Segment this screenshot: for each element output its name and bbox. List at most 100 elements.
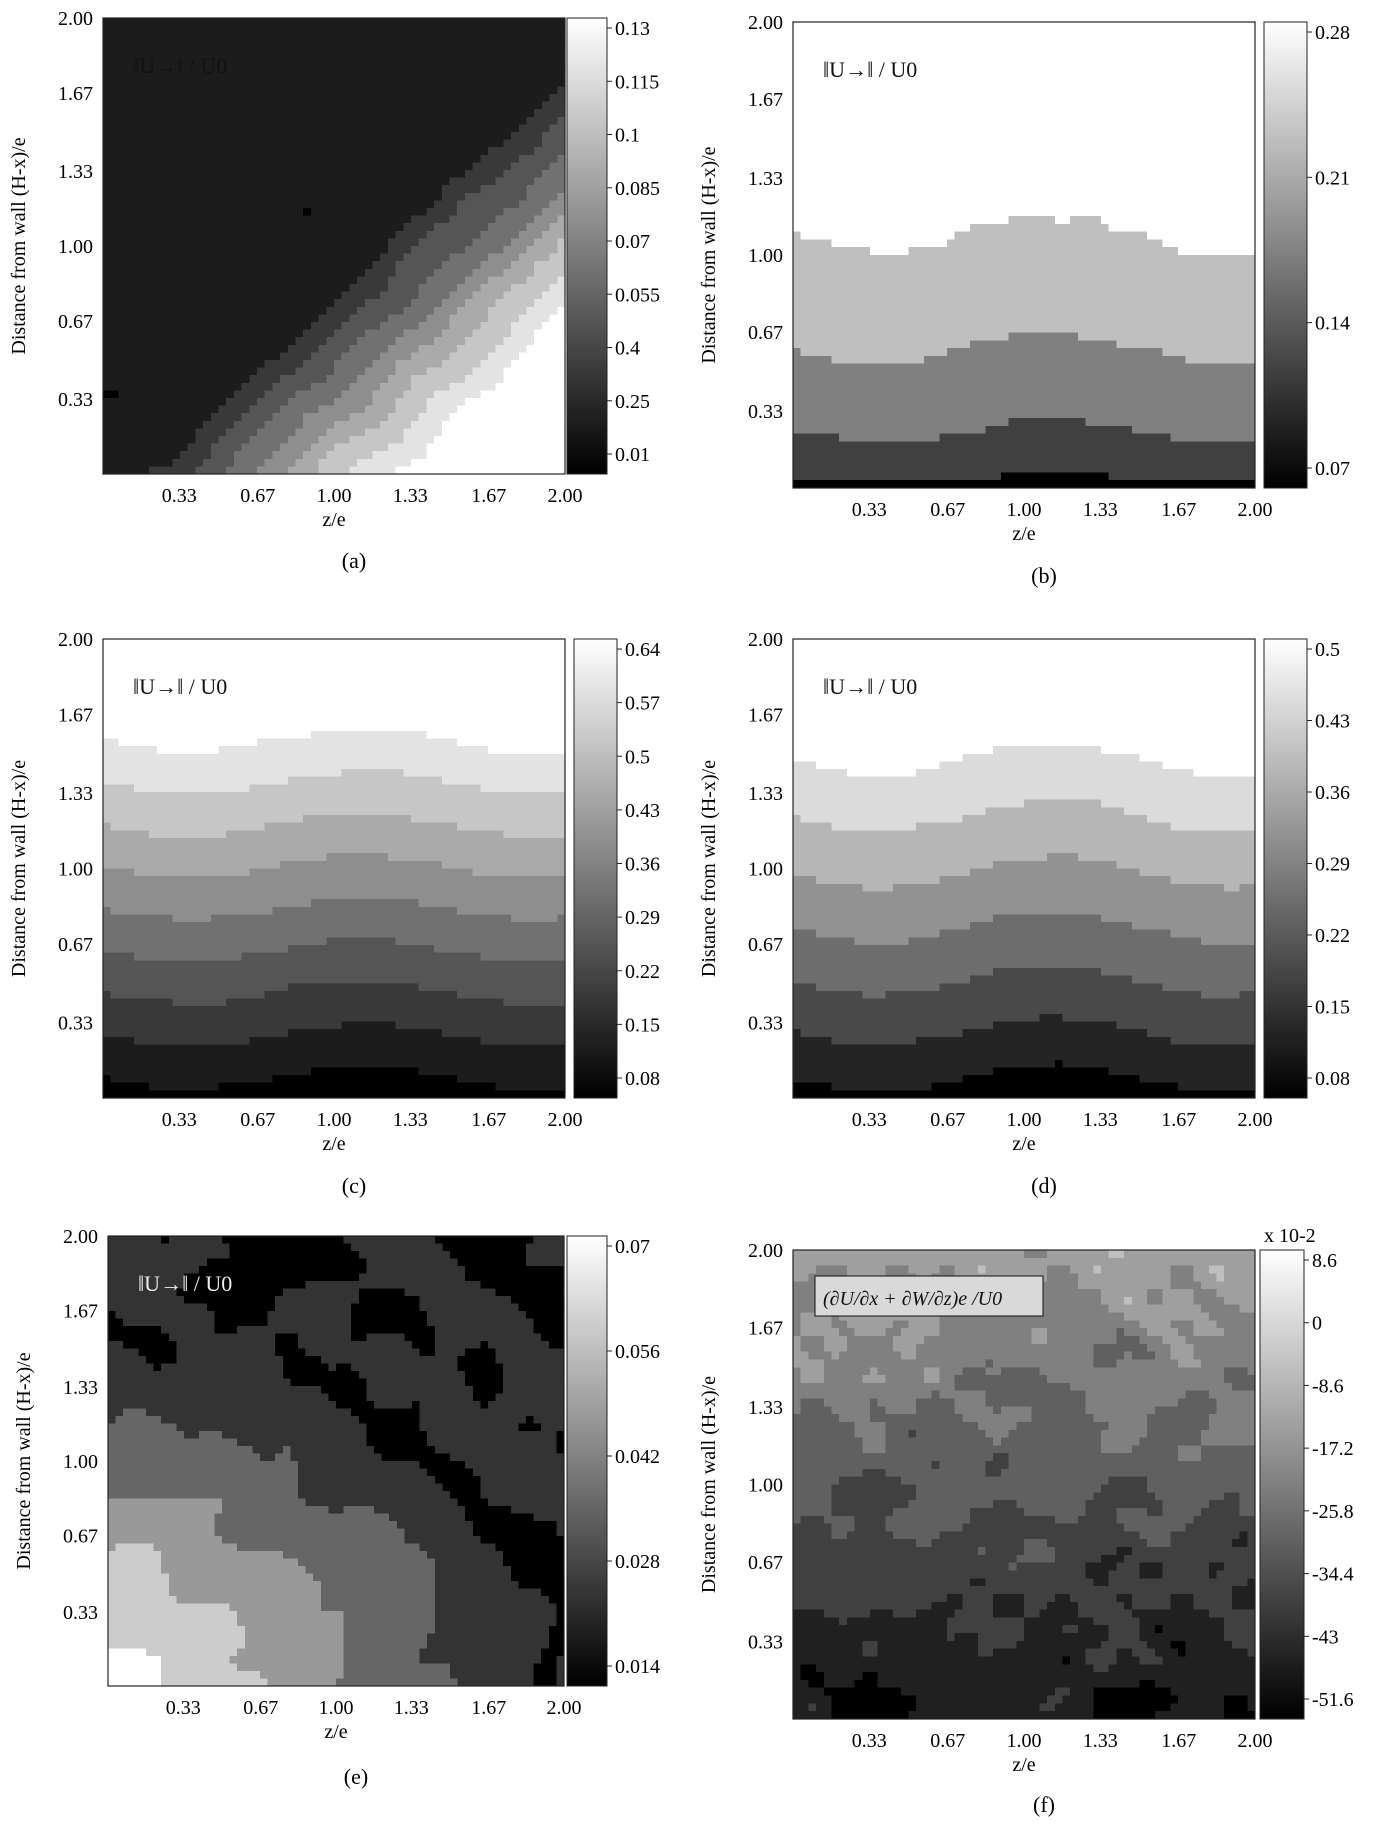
- heatmap-cell: [939, 394, 948, 404]
- heatmap-cell: [172, 25, 181, 34]
- heatmap-cell: [457, 405, 466, 414]
- heatmap-cell: [141, 177, 150, 186]
- heatmap-cell: [854, 216, 863, 225]
- heatmap-cell: [395, 154, 404, 163]
- heatmap-cell: [800, 363, 809, 373]
- heatmap-cell: [954, 332, 963, 342]
- heatmap-cell: [954, 418, 963, 427]
- heatmap-cell: [341, 109, 350, 118]
- heatmap-cell: [480, 238, 489, 247]
- heatmap-cell: [210, 360, 220, 369]
- heatmap-cell: [310, 276, 320, 285]
- heatmap-cell: [854, 441, 863, 450]
- heatmap-cell: [187, 375, 196, 384]
- heatmap-cell: [885, 402, 894, 411]
- heatmap-cell: [908, 216, 917, 225]
- heatmap-cell: [249, 352, 258, 361]
- heatmap-cell: [241, 420, 250, 429]
- heatmap-cell: [854, 317, 863, 326]
- heatmap-cell: [387, 405, 397, 414]
- heatmap-cell: [800, 169, 809, 178]
- heatmap-cell: [287, 314, 297, 323]
- heatmap-cell: [287, 436, 297, 445]
- heatmap-cell: [923, 60, 933, 70]
- heatmap-cell: [233, 428, 243, 437]
- heatmap-cell: [908, 301, 917, 310]
- heatmap-cell: [526, 101, 535, 110]
- heatmap-cell: [180, 25, 189, 34]
- heatmap-cell: [893, 22, 902, 31]
- heatmap-cell: [126, 360, 135, 369]
- heatmap-cell: [908, 45, 917, 54]
- heatmap-cell: [534, 375, 543, 384]
- heatmap-cell: [249, 94, 258, 103]
- heatmap-cell: [885, 177, 894, 186]
- heatmap-cell: [156, 200, 166, 209]
- heatmap-cell: [372, 208, 381, 217]
- heatmap-cell: [341, 124, 350, 133]
- heatmap-cell: [816, 480, 825, 489]
- heatmap-cell: [295, 33, 304, 42]
- heatmap-cell: [816, 456, 825, 466]
- heatmap-cell: [908, 418, 917, 427]
- heatmap-cell: [133, 48, 143, 57]
- heatmap-cell: [846, 449, 856, 458]
- heatmap-cell: [457, 466, 466, 475]
- heatmap-cell: [893, 68, 902, 77]
- heatmap-cell: [280, 466, 289, 475]
- heatmap-cell: [511, 109, 520, 118]
- heatmap-cell: [793, 480, 802, 489]
- heatmap-cell: [877, 76, 886, 85]
- heatmap-cell: [503, 405, 512, 414]
- heatmap-cell: [488, 230, 497, 239]
- heatmap-cell: [126, 25, 135, 34]
- heatmap-cell: [793, 363, 802, 373]
- heatmap-cell: [808, 122, 817, 132]
- heatmap-cell: [118, 208, 127, 217]
- heatmap-cell: [839, 115, 848, 124]
- heatmap-cell: [172, 192, 181, 201]
- heatmap-cell: [511, 420, 520, 429]
- heatmap-cell: [480, 116, 489, 125]
- heatmap-cell: [364, 230, 374, 239]
- heatmap-cell: [426, 375, 435, 384]
- heatmap-cell: [257, 147, 266, 156]
- heatmap-cell: [441, 208, 451, 217]
- heatmap-cell: [195, 276, 204, 285]
- heatmap-cell: [472, 223, 481, 232]
- heatmap-cell: [441, 71, 451, 80]
- heatmap-cell: [395, 116, 404, 125]
- heatmap-cell: [823, 185, 833, 194]
- heatmap-cell: [426, 344, 435, 353]
- heatmap-cell: [846, 394, 856, 404]
- heatmap-cell: [187, 170, 196, 179]
- heatmap-cell: [816, 348, 825, 357]
- heatmap-cell: [962, 177, 971, 186]
- heatmap-cell: [549, 200, 558, 209]
- heatmap-cell: [472, 329, 481, 338]
- heatmap-cell: [947, 371, 956, 380]
- heatmap-cell: [349, 337, 358, 346]
- heatmap-cell: [164, 18, 173, 27]
- heatmap-cell: [280, 405, 289, 414]
- heatmap-cell: [203, 86, 212, 95]
- heatmap-cell: [172, 420, 181, 429]
- heatmap-cell: [939, 418, 948, 427]
- heatmap-cell: [364, 443, 374, 452]
- heatmap-cell: [846, 324, 856, 334]
- heatmap-cell: [272, 246, 281, 255]
- heatmap-cell: [526, 86, 535, 95]
- heatmap-cell: [426, 451, 435, 460]
- heatmap-cell: [923, 402, 933, 411]
- heatmap-cell: [195, 139, 204, 148]
- heatmap-cell: [172, 177, 181, 186]
- heatmap-cell: [164, 436, 173, 445]
- heatmap-cell: [839, 480, 848, 489]
- heatmap-cell: [264, 390, 273, 399]
- heatmap-cell: [133, 18, 143, 27]
- heatmap-cell: [203, 116, 212, 125]
- heatmap-cell: [480, 329, 489, 338]
- heatmap-cell: [118, 261, 127, 270]
- heatmap-cell: [862, 309, 871, 318]
- heatmap-cell: [103, 466, 112, 475]
